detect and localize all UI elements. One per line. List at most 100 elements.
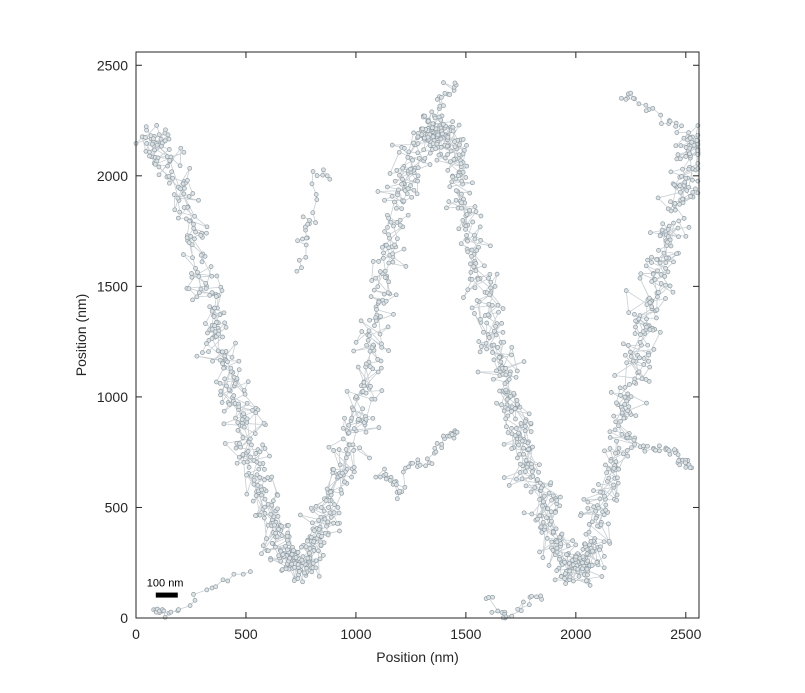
data-point xyxy=(553,510,558,515)
data-point xyxy=(340,436,346,442)
data-point xyxy=(453,197,459,203)
data-point xyxy=(408,166,413,172)
data-point xyxy=(441,433,446,439)
data-point xyxy=(529,469,535,475)
data-point xyxy=(276,553,282,559)
data-point xyxy=(554,549,560,555)
data-point xyxy=(269,474,275,480)
data-point xyxy=(491,357,497,363)
data-point xyxy=(166,147,172,152)
data-point xyxy=(509,446,515,451)
data-point xyxy=(209,326,215,332)
data-point xyxy=(655,195,661,201)
data-point xyxy=(327,176,333,182)
data-point xyxy=(351,407,356,413)
data-point xyxy=(523,469,528,474)
data-point xyxy=(218,388,224,394)
data-point xyxy=(343,447,349,452)
data-point xyxy=(156,132,162,138)
data-point xyxy=(259,487,264,493)
data-point xyxy=(469,305,475,311)
data-point xyxy=(676,458,682,464)
data-point xyxy=(625,453,631,459)
data-point xyxy=(167,158,173,163)
data-point xyxy=(295,238,300,244)
data-point xyxy=(162,614,168,620)
data-point xyxy=(248,454,253,460)
data-point xyxy=(657,329,663,335)
data-point xyxy=(325,519,331,525)
data-point xyxy=(372,396,378,402)
data-point xyxy=(154,142,160,148)
data-point xyxy=(239,417,245,422)
data-point xyxy=(645,257,650,263)
data-point xyxy=(516,442,521,448)
data-point xyxy=(299,544,304,550)
data-point xyxy=(449,179,455,185)
data-point xyxy=(530,473,536,479)
data-point xyxy=(559,531,565,537)
data-point xyxy=(327,510,333,516)
data-point xyxy=(450,119,455,124)
data-point xyxy=(495,608,501,614)
data-point xyxy=(386,279,392,285)
data-point xyxy=(351,426,357,431)
data-point xyxy=(236,367,242,373)
data-point xyxy=(501,441,507,447)
data-point xyxy=(558,541,564,546)
data-point xyxy=(585,505,591,511)
data-point xyxy=(454,429,460,435)
data-point xyxy=(204,587,210,593)
data-point xyxy=(244,400,250,406)
data-point xyxy=(539,530,545,535)
data-point xyxy=(379,388,385,393)
data-point xyxy=(178,186,183,192)
data-point xyxy=(460,137,466,142)
data-point xyxy=(366,328,372,334)
data-point xyxy=(363,416,369,422)
data-point xyxy=(606,475,612,481)
data-point xyxy=(193,229,198,235)
data-point xyxy=(245,379,251,385)
data-point xyxy=(557,556,562,562)
data-point xyxy=(393,292,399,298)
data-point xyxy=(472,311,477,316)
data-point xyxy=(613,450,618,456)
data-point xyxy=(293,555,299,560)
data-point xyxy=(167,180,172,186)
data-point xyxy=(616,423,621,429)
data-point xyxy=(631,379,637,385)
data-point xyxy=(269,541,275,546)
data-point xyxy=(303,254,309,260)
data-point xyxy=(505,430,511,435)
data-point xyxy=(596,505,601,511)
data-point xyxy=(181,149,187,155)
data-point xyxy=(189,242,195,248)
data-point xyxy=(236,358,242,364)
data-point xyxy=(671,220,676,226)
data-point xyxy=(619,410,625,416)
data-point xyxy=(519,476,525,482)
data-point xyxy=(434,157,440,163)
data-point xyxy=(351,469,357,475)
data-point xyxy=(483,340,489,346)
data-point xyxy=(628,354,634,359)
data-point xyxy=(530,444,535,450)
data-point xyxy=(465,287,471,293)
data-point xyxy=(376,299,382,305)
data-point xyxy=(376,259,381,264)
data-point xyxy=(541,493,547,499)
data-point xyxy=(147,153,152,159)
data-point xyxy=(186,240,192,245)
data-point xyxy=(491,376,496,382)
data-point xyxy=(390,251,395,257)
data-point xyxy=(342,415,347,421)
data-point xyxy=(439,95,444,100)
data-point xyxy=(590,548,595,554)
data-point xyxy=(612,427,618,433)
data-point xyxy=(602,448,607,454)
data-point xyxy=(190,297,195,303)
data-point xyxy=(425,134,431,140)
data-point xyxy=(385,324,391,330)
data-point xyxy=(440,121,446,127)
